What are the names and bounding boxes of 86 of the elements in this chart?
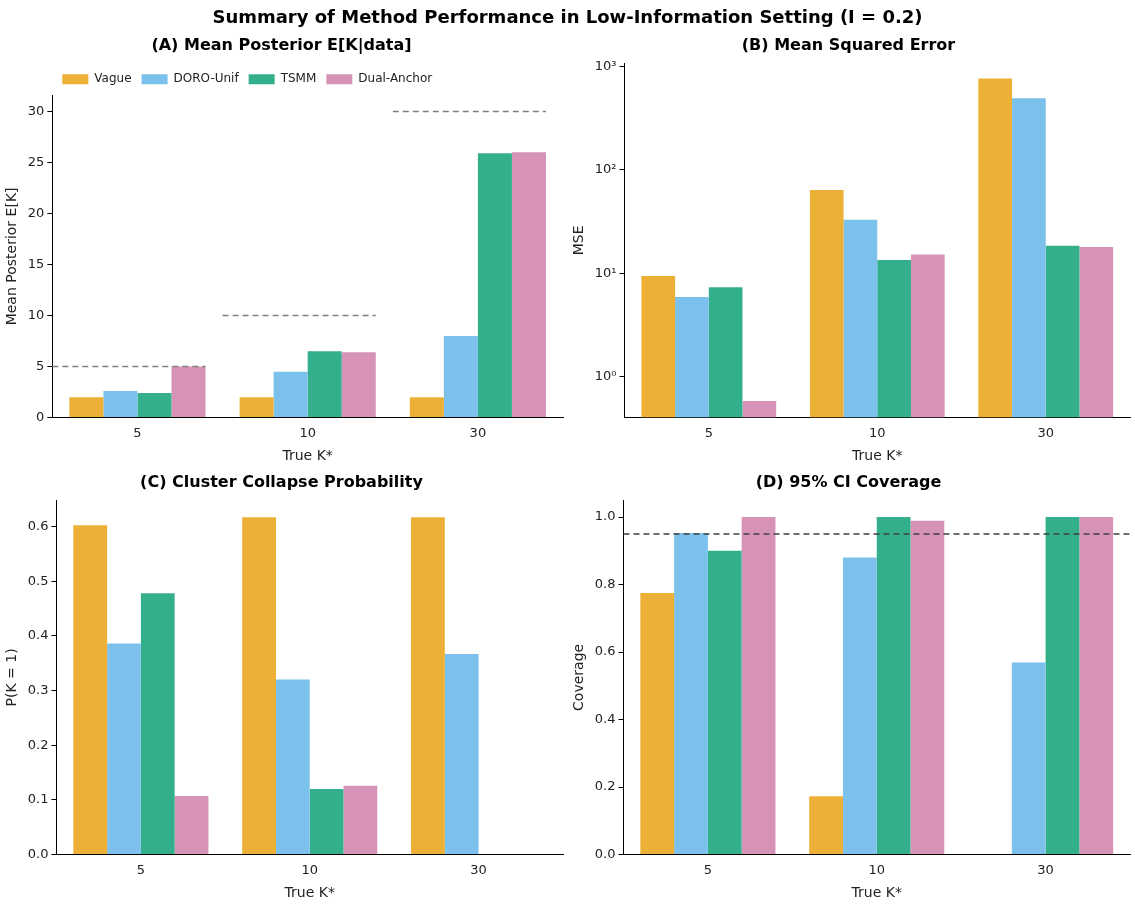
x-axis-title: True K* <box>281 447 333 464</box>
bar <box>343 785 378 855</box>
y-tick-label: 25 <box>27 153 45 169</box>
y-axis-title: Coverage <box>570 643 587 711</box>
chart-title: (D) 95% CI Coverage <box>755 471 942 491</box>
y-tick-label: 0.0 <box>27 845 49 861</box>
x-tick-label: 5 <box>133 424 142 440</box>
bar <box>809 796 843 855</box>
bar <box>140 593 175 855</box>
bar <box>674 532 708 855</box>
x-tick-label: 5 <box>703 861 713 877</box>
y-tick-label: 0.2 <box>594 778 616 794</box>
legend-label: Dual-Anchor <box>358 71 433 86</box>
bar <box>640 593 675 855</box>
bar <box>842 557 877 855</box>
bar <box>107 643 141 855</box>
bar <box>741 517 776 855</box>
x-tick-label: 10 <box>869 424 886 440</box>
y-axis-title: MSE <box>570 225 587 256</box>
x-tick-label: 30 <box>469 424 487 440</box>
y-axis-title: P(K = 1) <box>3 648 20 707</box>
x-tick-label: 10 <box>299 424 316 440</box>
y-tick-label: 0.4 <box>27 627 49 643</box>
bar <box>1079 517 1114 855</box>
y-tick-label: 0.3 <box>27 681 49 697</box>
x-tick-label: 5 <box>704 424 713 440</box>
legend-label: DORO-Unif <box>173 71 240 86</box>
bar <box>1011 662 1046 855</box>
bar <box>477 153 512 418</box>
y-tick-label: 0.1 <box>27 791 49 807</box>
x-tick-label: 30 <box>1037 861 1054 877</box>
bar <box>69 397 104 418</box>
y-tick-label: 0.5 <box>27 572 49 588</box>
bar <box>171 366 206 418</box>
y-tick-label: 1.0 <box>594 508 616 524</box>
x-axis-title: True K* <box>851 447 903 464</box>
bar <box>275 679 310 855</box>
x-tick-label: 30 <box>1037 424 1055 440</box>
y-tick-label: 0.2 <box>27 736 49 752</box>
y-tick-label: 10¹ <box>594 264 617 280</box>
bar <box>242 517 276 855</box>
x-axis-title: True K* <box>850 884 902 901</box>
legend-label: Vague <box>94 71 132 86</box>
bar <box>341 352 376 418</box>
x-tick-label: 10 <box>301 861 319 877</box>
y-tick-label: 0.6 <box>594 643 616 659</box>
legend-label: TSMM <box>279 71 317 86</box>
y-tick-label: 10 <box>27 306 45 322</box>
x-tick-label: 30 <box>470 861 487 877</box>
chart-title: (C) Cluster Collapse Probability <box>140 471 424 491</box>
bar <box>174 796 209 855</box>
y-tick-label: 0.6 <box>27 517 49 533</box>
y-tick-label: 5 <box>36 357 45 373</box>
bar <box>137 393 172 418</box>
bar <box>511 152 546 418</box>
bar <box>273 371 308 418</box>
x-tick-label: 10 <box>868 861 886 877</box>
y-tick-label: 0.8 <box>594 575 616 591</box>
bar <box>443 335 478 418</box>
bar <box>444 653 479 855</box>
x-axis-title: True K* <box>283 884 335 901</box>
chart-title: (A) Mean Posterior E[K|data] <box>151 34 412 55</box>
y-tick-label: 10³ <box>594 58 617 74</box>
y-tick-label: 10² <box>594 161 617 177</box>
bar <box>1045 517 1080 855</box>
y-tick-label: 10⁰ <box>594 367 617 383</box>
y-tick-label: 15 <box>27 255 45 271</box>
y-axis-title: Mean Posterior E[K] <box>3 187 20 326</box>
text: Summary of Method Performance in Low-Information Setting (I = 0.2) <box>212 5 923 27</box>
y-tick-label: 0.0 <box>594 845 616 861</box>
bar <box>910 520 945 855</box>
bar <box>73 525 108 855</box>
x-tick-label: 5 <box>136 861 146 877</box>
y-tick-label: 0.4 <box>594 710 616 726</box>
bar <box>309 788 344 855</box>
chart-title: (B) Mean Squared Error <box>741 34 956 54</box>
bar <box>409 397 444 418</box>
y-tick-label: 20 <box>27 204 45 220</box>
bar <box>876 517 911 855</box>
bar <box>411 517 445 855</box>
bar <box>239 397 274 418</box>
bar <box>707 550 742 855</box>
y-tick-label: 0 <box>36 408 45 424</box>
bar <box>307 351 342 418</box>
bar <box>103 391 138 418</box>
y-tick-label: 30 <box>27 102 45 118</box>
